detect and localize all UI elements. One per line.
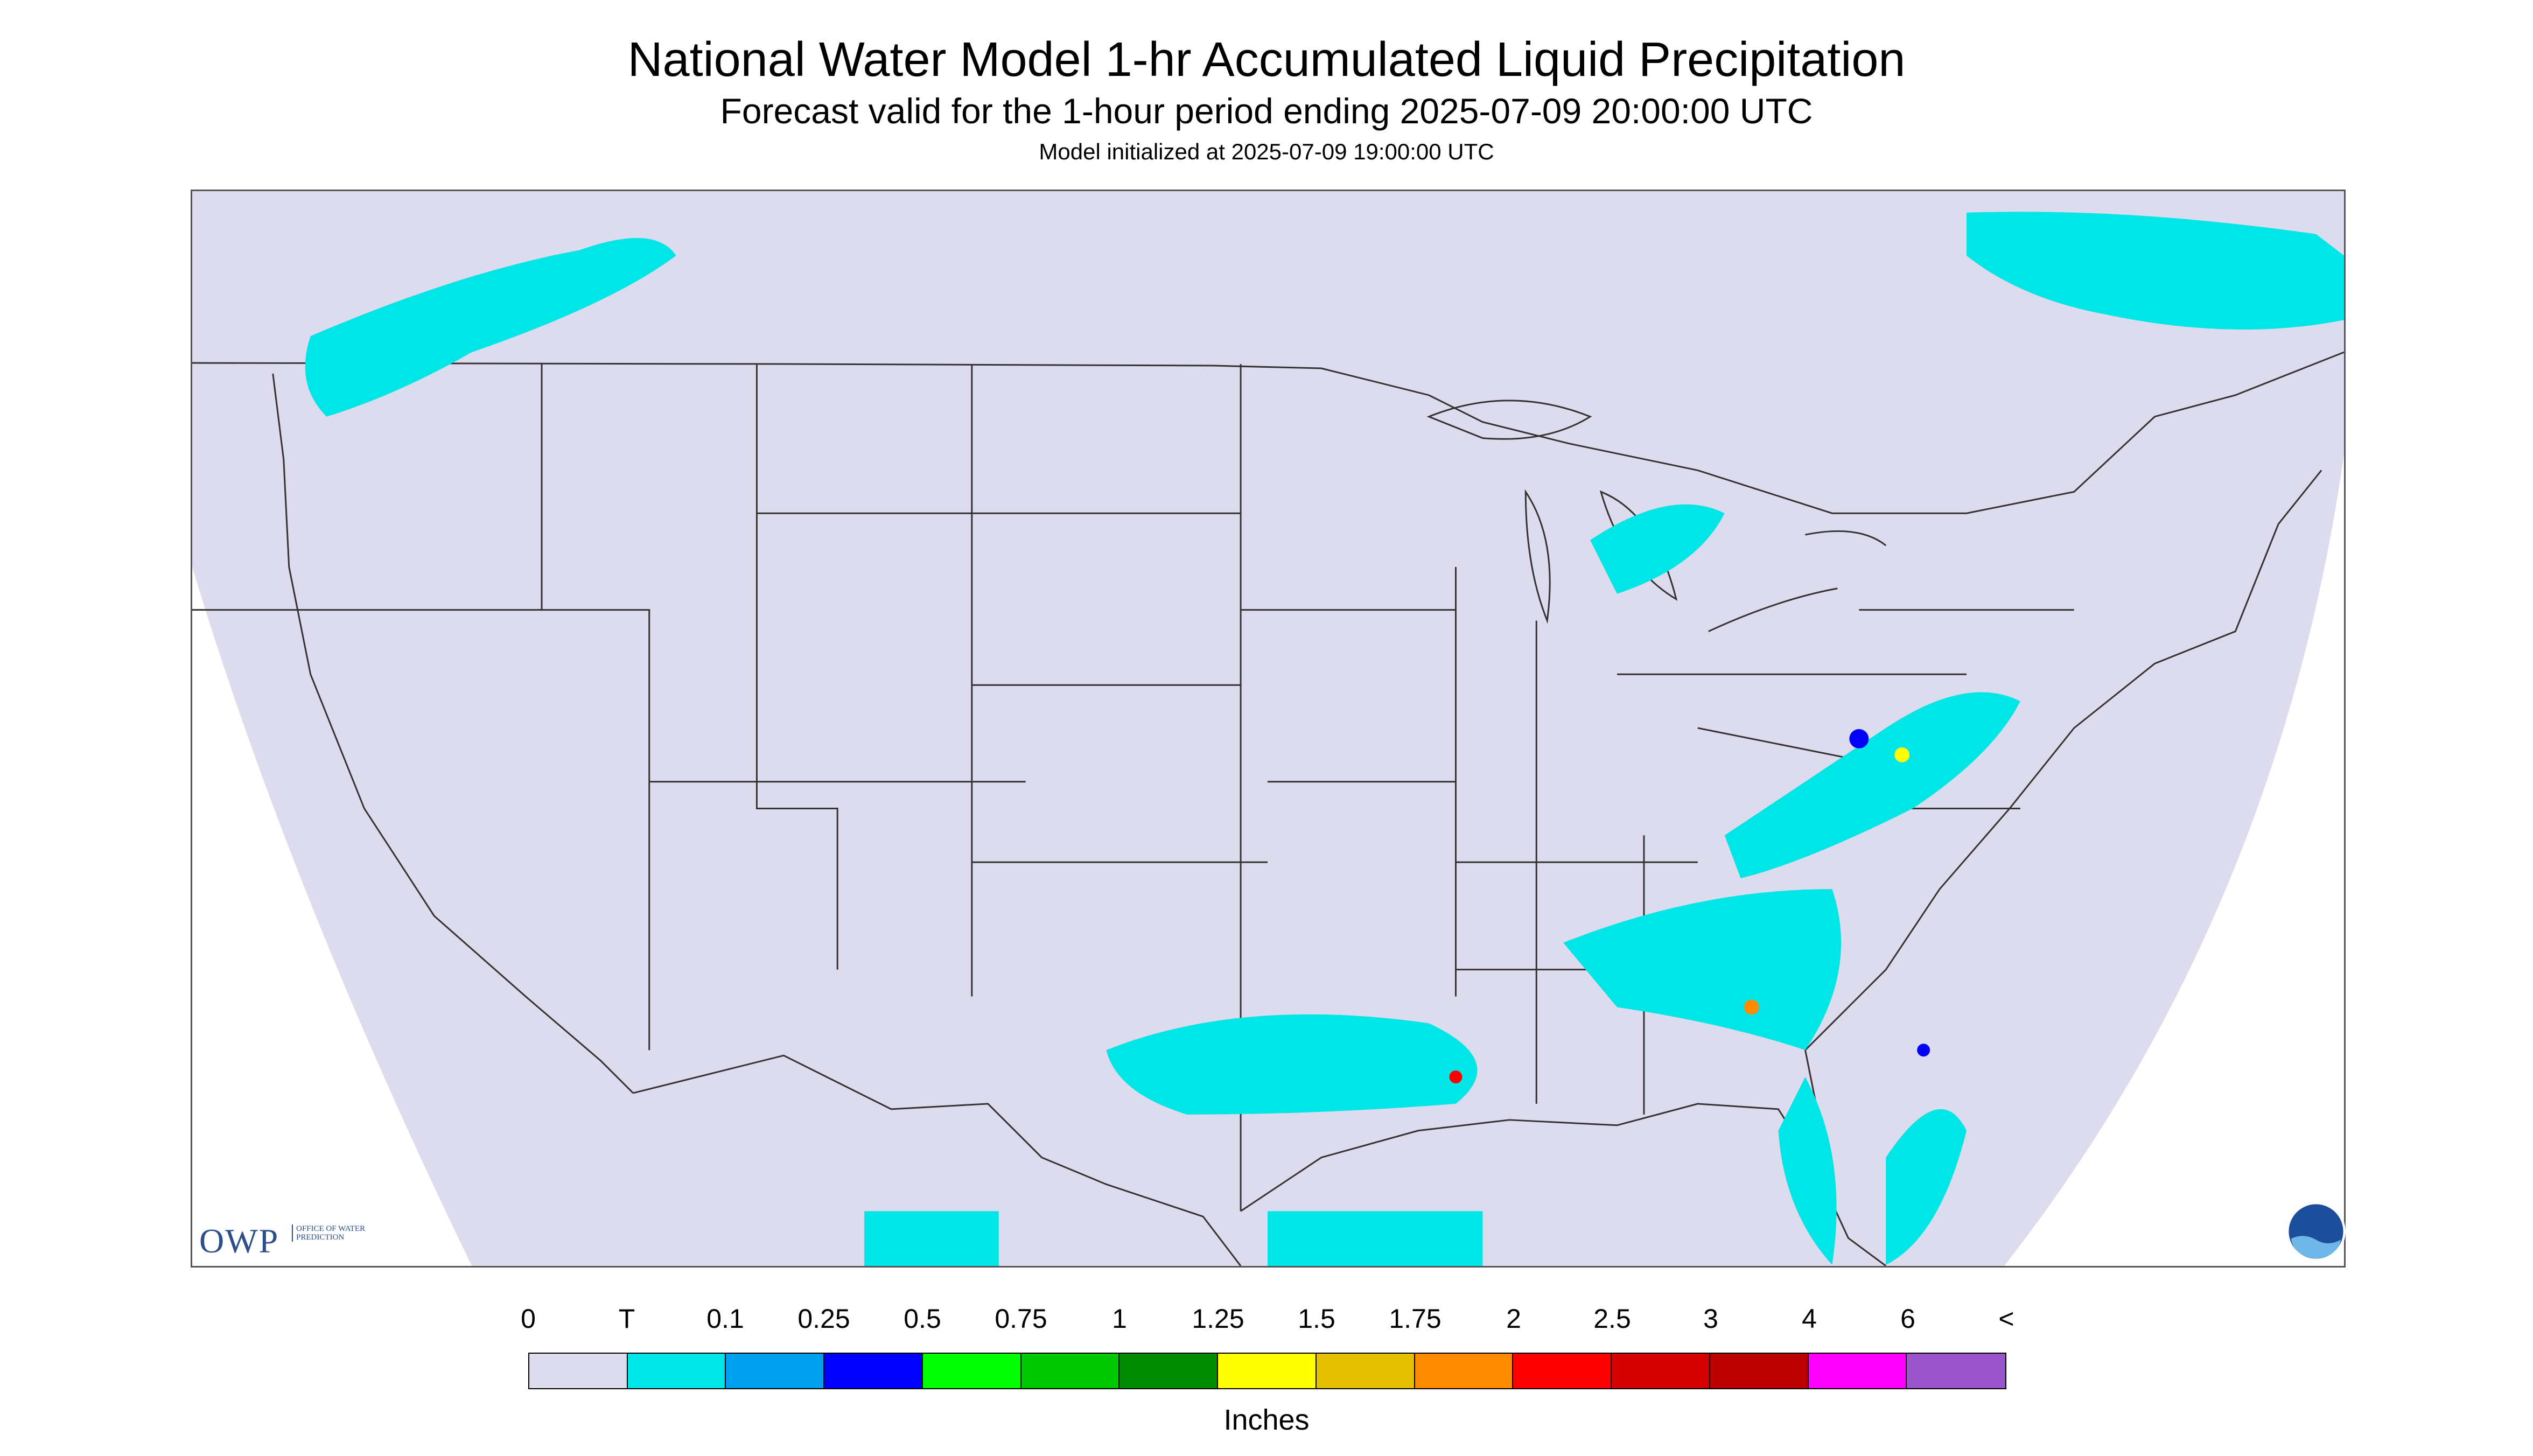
precip-gulf-coast [1106, 1014, 1478, 1115]
legend-swatch [1612, 1354, 1710, 1388]
legend-swatch [922, 1354, 1021, 1388]
legend-tick-label: 0.1 [706, 1304, 744, 1334]
legend-swatch [1021, 1354, 1120, 1388]
precip-cell-3 [1744, 999, 1759, 1015]
legend-tick-label: 4 [1802, 1304, 1817, 1334]
legend-tick-label: 0.25 [797, 1304, 850, 1334]
precip-gulf-south [864, 1211, 999, 1266]
precip-florida [1778, 1077, 1837, 1265]
legend-swatch [1513, 1354, 1612, 1388]
forecast-valid-subtitle: Forecast valid for the 1-hour period end… [720, 91, 1813, 131]
legend-tick-label: 1.25 [1192, 1304, 1244, 1334]
legend-tick-label: 6 [1900, 1304, 1915, 1334]
legend-swatch [1218, 1354, 1317, 1388]
precipitation-field [305, 212, 2344, 1266]
legend-swatch [1119, 1354, 1219, 1388]
legend-tick-label: 0.75 [995, 1304, 1047, 1334]
precip-cell-5 [1917, 1044, 1930, 1057]
precip-ohio-valley [1724, 692, 2020, 879]
legend-tick-label: 3 [1703, 1304, 1718, 1334]
noaa-logo-icon [2286, 1202, 2346, 1261]
legend-tick-label: 0.5 [904, 1304, 941, 1334]
precip-pacific-nw [305, 238, 676, 417]
legend-tick-label: T [618, 1304, 635, 1334]
legend-swatch [1316, 1354, 1415, 1388]
precipitation-map [191, 190, 2346, 1268]
legend-swatch [627, 1354, 726, 1388]
legend-swatch [1907, 1354, 2006, 1388]
legend-swatch [1710, 1354, 1809, 1388]
legend-swatch [824, 1354, 923, 1388]
legend-tick-label: 0 [521, 1304, 536, 1334]
legend-tick-label: < [1998, 1304, 2014, 1334]
legend-units-label: Inches [1223, 1404, 1310, 1436]
legend-swatch [1415, 1354, 1514, 1388]
precip-great-lakes [1590, 504, 1725, 594]
precip-atlantic [1886, 1109, 1967, 1265]
precip-canada-east [1967, 212, 2344, 330]
precip-cell-1 [1849, 729, 1869, 748]
precip-legend: 0 T 0.1 0.25 0.5 0.75 1 1.25 1.5 1.75 2 2.5 3 4 6 < [521, 1303, 2014, 1389]
map-title: National Water Model 1-hr Accumulated Li… [627, 33, 1906, 87]
precip-cell-2 [1894, 747, 1910, 762]
legend-tick-label: 2.5 [1593, 1304, 1631, 1334]
legend-tick-label: 1.5 [1298, 1304, 1335, 1334]
precip-cell-4 [1449, 1070, 1463, 1084]
legend-tick-label: 1 [1112, 1304, 1127, 1334]
legend-tick-label: 1.75 [1389, 1304, 1442, 1334]
owp-logo-subtitle: Office of Water Prediction [292, 1224, 372, 1242]
precip-gulf-mid [1268, 1211, 1483, 1266]
legend-tick-label: 2 [1506, 1304, 1521, 1334]
legend-swatch [529, 1354, 628, 1388]
legend-color-bar [528, 1353, 2006, 1389]
map-canvas [192, 191, 2344, 1266]
legend-swatch [726, 1354, 825, 1388]
legend-swatch [1808, 1354, 1907, 1388]
precip-southeast [1563, 889, 1842, 1051]
model-init-line: Model initialized at 2025-07-09 19:00:00… [1039, 139, 1494, 164]
owp-logo: OWP Office of Water Prediction [199, 1221, 372, 1260]
owp-logo-word: OWP [199, 1222, 279, 1260]
